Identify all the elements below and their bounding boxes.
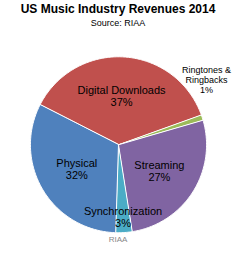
svg-text:Ringtones &Ringbacks1%: Ringtones &Ringbacks1% [182, 65, 231, 95]
html-text:Source: RIAA: Source: RIAA [90, 18, 146, 28]
html-text:US Music Industry Revenues 201: US Music Industry Revenues 2014 [20, 2, 216, 16]
svg-text:Digital Downloads37%: Digital Downloads37% [78, 84, 167, 108]
svg-text:Physical32%: Physical32% [56, 157, 97, 181]
html-text:RIAA: RIAA [108, 235, 128, 244]
svg-text:Streaming27%: Streaming27% [134, 159, 184, 183]
svg-text:Synchronization3%: Synchronization3% [84, 205, 162, 229]
